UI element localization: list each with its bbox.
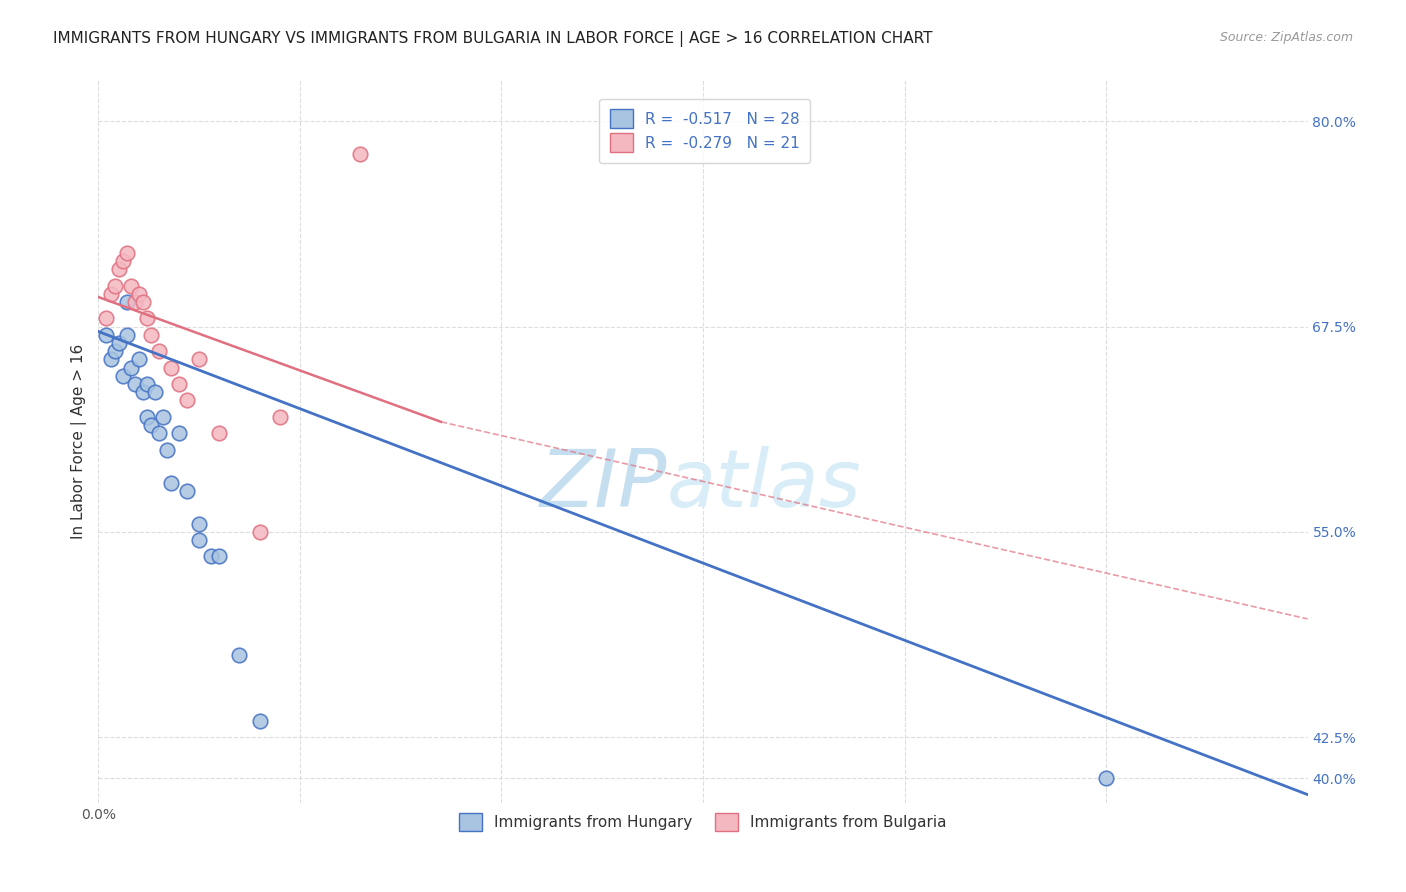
Point [128,352,150,367]
Point [120,360,142,375]
Point [200,549,222,564]
Point [135,311,157,326]
Point [96,311,118,326]
Point [208,426,231,441]
Point [249,524,271,539]
Point [249,714,271,728]
Point [167,426,190,441]
Point [107,336,129,351]
Point [139,327,162,342]
Point [160,360,183,375]
Text: Source: ZipAtlas.com: Source: ZipAtlas.com [1219,31,1353,45]
Point [115,327,138,342]
Text: atlas: atlas [666,446,862,524]
Point [188,352,211,367]
Point [115,245,138,260]
Legend: Immigrants from Hungary, Immigrants from Bulgaria: Immigrants from Hungary, Immigrants from… [449,802,957,842]
Point [156,442,179,457]
Point [148,426,170,441]
Text: ZIP: ZIP [540,446,666,524]
Point [96,327,118,342]
Point [228,648,250,662]
Point [132,385,155,400]
Text: IMMIGRANTS FROM HUNGARY VS IMMIGRANTS FROM BULGARIA IN LABOR FORCE | AGE > 16 CO: IMMIGRANTS FROM HUNGARY VS IMMIGRANTS FR… [53,31,934,47]
Point [128,286,150,301]
Point [152,409,174,424]
Point [124,295,146,310]
Point [188,516,211,531]
Point [135,377,157,392]
Point [120,278,142,293]
Point [139,418,162,433]
Point [100,286,122,301]
Point [188,533,211,547]
Point [115,295,138,310]
Point [349,147,371,161]
Point [148,344,170,359]
Point [111,368,134,383]
Point [132,295,155,310]
Point [124,377,146,392]
Point [111,253,134,268]
Point [135,409,157,424]
Point [1095,771,1118,785]
Point [167,377,190,392]
Point [269,409,291,424]
Point [143,385,166,400]
Point [107,262,129,277]
Point [103,278,125,293]
Y-axis label: In Labor Force | Age > 16: In Labor Force | Age > 16 [72,344,87,539]
Point [208,549,231,564]
Point [103,344,125,359]
Point [100,352,122,367]
Point [176,393,198,408]
Point [160,475,183,490]
Point [176,483,198,498]
